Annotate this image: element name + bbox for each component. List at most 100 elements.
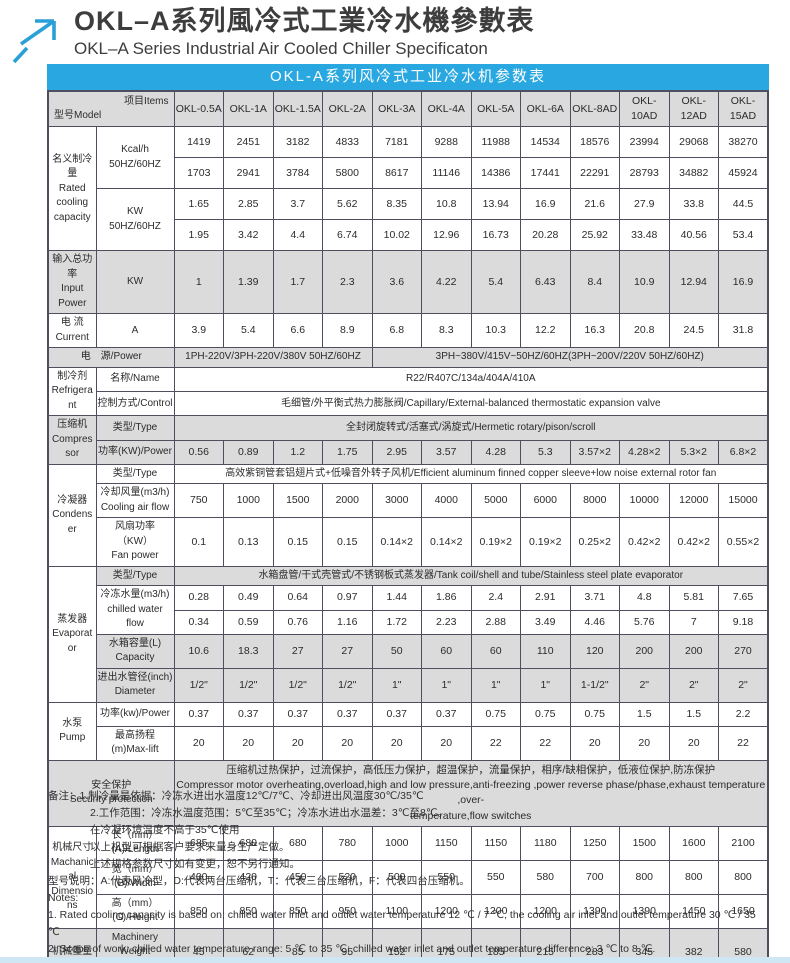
value-cell: 550 xyxy=(470,859,521,895)
label-fan-power: 风扇功率（KW） Fan power xyxy=(95,517,175,567)
value-cell: 1419 xyxy=(173,126,224,159)
value-cell: 20.8 xyxy=(619,313,670,349)
value-cell: 2" xyxy=(718,667,769,703)
spec-table: 型号Model 项目Items OKL-0.5A OKL-1A OKL-1.5A OK… xyxy=(47,90,769,963)
model-header-row: 型号Model 项目Items OKL-0.5A OKL-1A OKL-1.5A OK… xyxy=(47,90,769,128)
value-cell: 0.34 xyxy=(173,609,224,635)
value-cell: 1.95 xyxy=(173,219,224,252)
row-cooling-air-flow: 冷却风量(m3/h) Cooling air flow 750 1000 1500 200… xyxy=(48,483,769,519)
value-cell: 200 xyxy=(619,633,670,669)
value-cell: 11146 xyxy=(421,157,472,190)
value-cell: 550 xyxy=(421,859,472,895)
label-cooling-air-flow: 冷却风量(m3/h) Cooling air flow xyxy=(95,483,175,519)
value-cell: 450 xyxy=(272,859,323,895)
value-cell: 2.95 xyxy=(371,439,422,465)
value-cell: 1500 xyxy=(619,825,670,861)
row-cooling-kcal-50hz: 名义制冷量 Rated cooling capacity Kcal/h 50HZ/60HZ… xyxy=(47,126,769,252)
value-cell: 580 xyxy=(520,859,571,895)
value-cell: 520 xyxy=(322,859,373,895)
value-cell: 1100 xyxy=(371,893,422,929)
value-cell: 33.48 xyxy=(619,219,670,252)
value-cell: 20 xyxy=(272,725,323,761)
row-input-power: 输入总功率 Input Power KW 1 1.39 1.7 2.3 3.6 4.22 5.4 6… xyxy=(47,250,769,315)
value-cell: 53.4 xyxy=(718,219,769,252)
value-cell: 1.39 xyxy=(223,250,274,315)
value-cell: 12000 xyxy=(668,483,719,519)
value-power-supply-small: 1PH-220V/3PH-220V/380V 50HZ/60HZ xyxy=(173,347,373,368)
value-cell: 50 xyxy=(371,633,422,669)
model-column-header: OKL-1A xyxy=(223,90,274,128)
corner-model-label: 型号Model xyxy=(54,109,102,121)
note-line: 2. Scope of work: chilled water temperat… xyxy=(48,943,656,955)
value-cell: 1200 xyxy=(421,893,472,929)
label-compressor: 压缩机 Compressor xyxy=(47,415,97,465)
value-cell: 200 xyxy=(668,633,719,669)
label-chilled-water-flow: 冷冻水量(m3/h) chilled water flow xyxy=(95,585,175,635)
row-pipe-diameter: 进出水管径(inch) Diameter 1/2" 1/2" 1/2" 1/2" 1" 1" 1… xyxy=(48,667,769,703)
value-cell: 6.43 xyxy=(520,250,571,315)
value-cell: 0.37 xyxy=(173,701,224,727)
label-current-unit: A xyxy=(95,313,175,349)
value-cell: 1650 xyxy=(718,893,769,929)
value-cell: 5.62 xyxy=(322,188,373,221)
value-cell: 4000 xyxy=(421,483,472,519)
value-cell: 1000 xyxy=(223,483,274,519)
value-cell: 0.14×2 xyxy=(421,517,472,567)
value-cell: 0.37 xyxy=(223,701,274,727)
model-column-header: OKL-8AD xyxy=(569,90,620,128)
value-cell: 0.97 xyxy=(322,585,373,611)
value-cell: 850 xyxy=(272,893,323,929)
value-cell: 680 xyxy=(272,825,323,861)
value-cell: 8000 xyxy=(569,483,620,519)
value-cell: 2941 xyxy=(223,157,274,190)
value-cell: 1" xyxy=(470,667,521,703)
note-line: 备注：1.制冷量是依据：冷冻水进出水温度12℃/7℃、冷却进出风温度30℃/35… xyxy=(48,790,424,802)
row-chilled-water-60hz: 0.34 0.59 0.76 1.16 1.72 2.23 2.88 3.49 4.46 5.76… xyxy=(48,609,769,635)
value-cell: 5.3 xyxy=(520,439,571,465)
value-cell: 14386 xyxy=(470,157,521,190)
value-cell: 0.37 xyxy=(322,701,373,727)
value-cell: 0.37 xyxy=(272,701,323,727)
value-cell: 12.96 xyxy=(421,219,472,252)
value-cell: 1.7 xyxy=(272,250,323,315)
value-cell: 850 xyxy=(223,893,274,929)
value-cell: 5800 xyxy=(322,157,373,190)
label-rated-cooling-capacity: 名义制冷量 Rated cooling capacity xyxy=(47,126,97,252)
value-cell: 3.6 xyxy=(371,250,422,315)
value-cell: 1703 xyxy=(173,157,224,190)
label-input-power-unit: KW xyxy=(95,250,175,315)
value-cell: 0.15 xyxy=(322,517,373,567)
value-cell: 3.49 xyxy=(520,609,571,635)
label-pump: 水泵 Pump xyxy=(47,701,97,761)
spec-table-section: OKL-A系列风冷式工业冷水机参数表 型号Model 项目Items OKL-0… xyxy=(47,64,769,963)
model-column-header: OKL-2A xyxy=(322,90,373,128)
row-compressor-power: 功率(KW)/Power 0.56 0.89 1.2 1.75 2.95 3.57 4.28 5… xyxy=(48,439,769,465)
value-cell: 4.22 xyxy=(421,250,472,315)
value-cell: 20 xyxy=(668,725,719,761)
note-line: 在冷凝环境温度不高于35℃使用 xyxy=(90,824,240,836)
value-cell: 4833 xyxy=(322,126,373,159)
value-cell: 12.2 xyxy=(520,313,571,349)
value-cell: 20.28 xyxy=(520,219,571,252)
row-pump-max-lift: 最高扬程(m)Max-lift 20 20 20 20 20 20 22 22 20 20 20 22 xyxy=(48,725,769,761)
value-cell: 2100 xyxy=(718,825,769,861)
value-cell: 2.23 xyxy=(421,609,472,635)
value-cell: 10.6 xyxy=(173,633,224,669)
value-cell: 31.8 xyxy=(718,313,769,349)
value-cell: 13.94 xyxy=(470,188,521,221)
row-refrigerant-name: 制冷剂 Refrigerant 名称/Name R22/R407C/134a/404A… xyxy=(47,366,769,417)
value-cell: 5.3×2 xyxy=(668,439,719,465)
row-compressor-type: 压缩机 Compressor 类型/Type 全封闭旋转式/活塞式/涡旋式/Herme… xyxy=(47,415,769,465)
value-cell: 15000 xyxy=(718,483,769,519)
row-fan-power: 风扇功率（KW） Fan power 0.1 0.13 0.15 0.15 0.14×2 0.… xyxy=(48,517,769,567)
row-width: 宽（mm）(B)/Width 400 420 450 520 500 550 550 580 70… xyxy=(48,859,769,895)
value-cell: 1.5 xyxy=(668,701,719,727)
value-cell: 1.65 xyxy=(173,188,224,221)
value-cell: 1-1/2" xyxy=(569,667,620,703)
row-tank-capacity: 水箱容量(L) Capacity 10.6 18.3 27 27 50 60 60 110 120 2… xyxy=(48,633,769,669)
model-column-header: OKL-10AD xyxy=(619,90,670,128)
label-evaporator: 蒸发器 Evaporator xyxy=(47,565,97,703)
value-cell: 27 xyxy=(322,633,373,669)
value-cell: 0.1 xyxy=(173,517,224,567)
